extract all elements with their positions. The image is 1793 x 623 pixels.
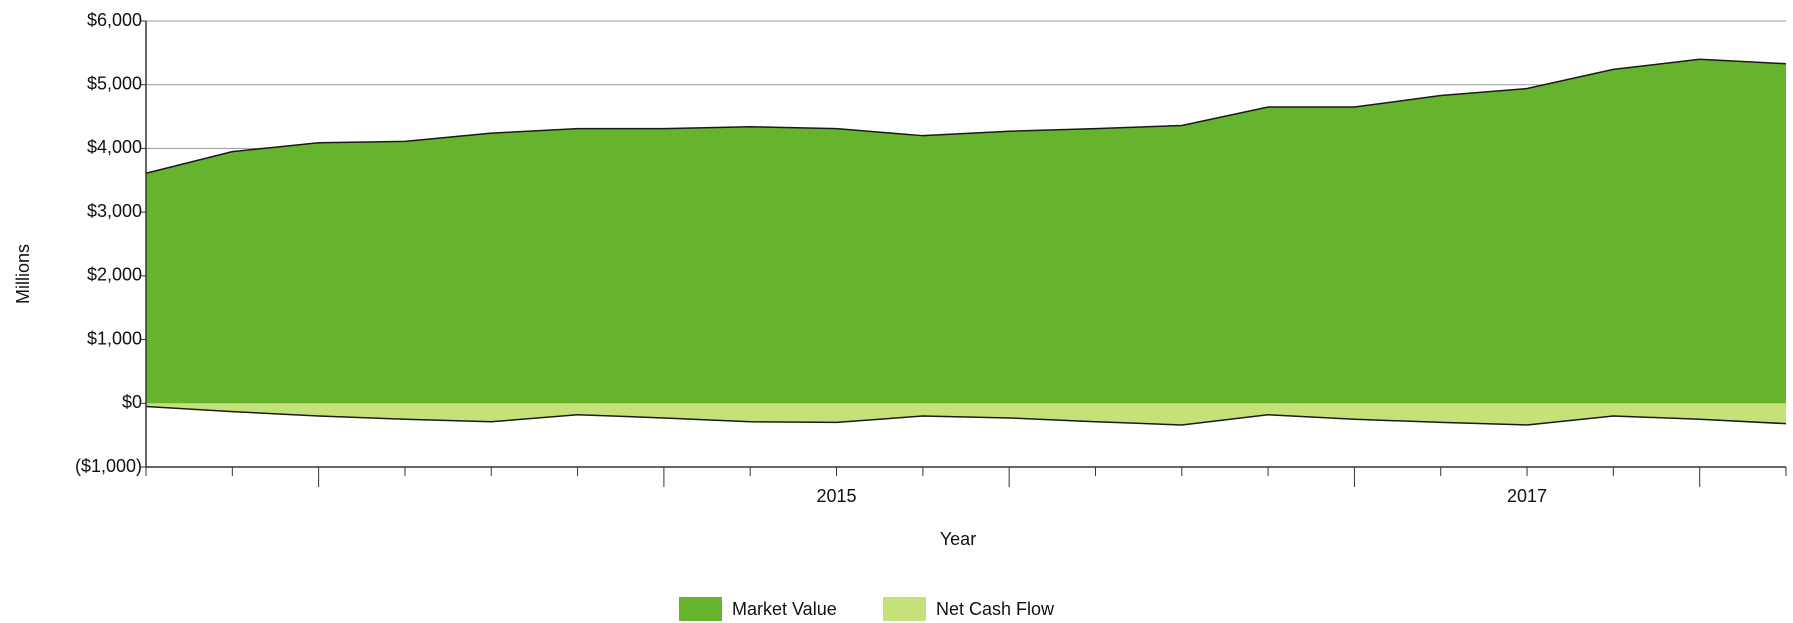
y-axis-label: Millions [13, 244, 33, 304]
x-tick-label: 2015 [817, 486, 857, 506]
y-tick-label: $3,000 [87, 201, 142, 221]
y-tick-label: $4,000 [87, 137, 142, 157]
y-tick-label: ($1,000) [75, 456, 142, 476]
area-outline [145, 58, 1787, 175]
legend-swatch [883, 597, 926, 621]
area-outline [145, 405, 1787, 426]
y-tick-label: $2,000 [87, 265, 142, 285]
y-tick-label: $5,000 [87, 73, 142, 93]
area [146, 59, 1786, 404]
legend-swatch [679, 597, 722, 621]
y-tick-label: $1,000 [87, 328, 142, 348]
legend-label: Market Value [732, 599, 837, 619]
x-axis-label: Year [940, 529, 976, 549]
y-tick-label: $6,000 [87, 10, 142, 30]
y-tick-label: $0 [122, 392, 142, 412]
legend-label: Net Cash Flow [936, 599, 1055, 619]
area [146, 403, 1786, 425]
x-tick-label: 2017 [1507, 486, 1547, 506]
